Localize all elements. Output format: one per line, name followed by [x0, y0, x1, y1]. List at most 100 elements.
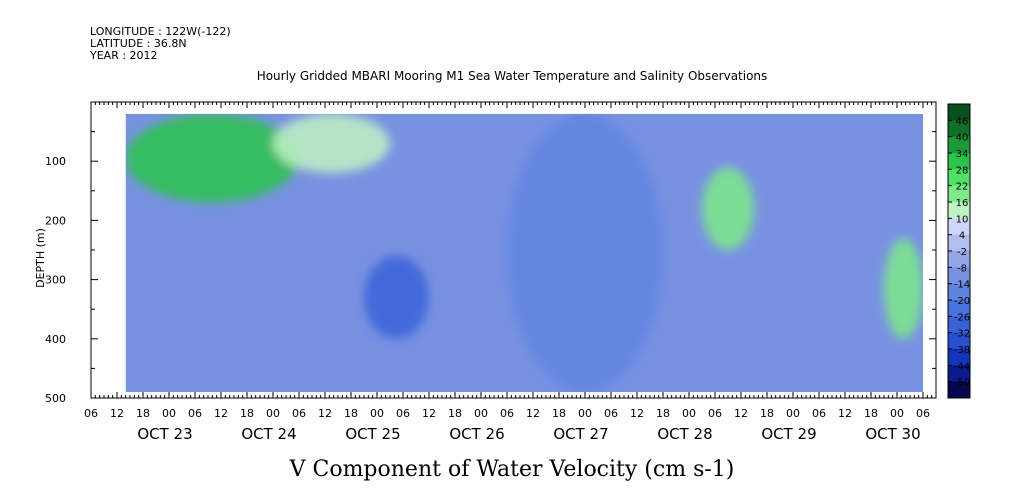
- colorbar-label: 46: [956, 116, 969, 127]
- colorbar-label: -38: [954, 345, 970, 356]
- depth-tick-labels: 100 200 300 400 500: [45, 155, 66, 405]
- colorbar-label: 28: [956, 165, 969, 176]
- colorbar-label: 22: [956, 182, 969, 193]
- colorbar-swatch: [948, 218, 970, 236]
- colorbar-swatch: [948, 316, 970, 334]
- right-tick-marks: [929, 101, 936, 399]
- field-region-4: [884, 238, 923, 339]
- hour-tick-label: 12: [630, 407, 644, 420]
- hour-tick-label: 00: [162, 407, 176, 420]
- date-tick-label: OCT 23: [137, 425, 192, 443]
- date-tick-labels: OCT 23 OCT 24 OCT 25 OCT 26 OCT 27 OCT 28 OCT …: [137, 425, 920, 443]
- hour-tick-label: 00: [578, 407, 592, 420]
- hour-tick-label: 18: [240, 407, 254, 420]
- colorbar-labels: 46 40 34 28 22 16 10 4 -2 -8 -14 -20 -26 -32 -38 -44 -50: [948, 116, 970, 389]
- colorbar-label: 40: [956, 133, 969, 144]
- y-axis-label: DEPTH (m): [34, 228, 47, 288]
- depth-tick-label: 300: [45, 274, 66, 287]
- hour-tick-label: 12: [110, 407, 124, 420]
- hour-tick-label: 00: [266, 407, 280, 420]
- hour-tick-label: 18: [136, 407, 150, 420]
- colorbar-swatch: [948, 267, 970, 285]
- colorbar-swatch: [948, 136, 970, 154]
- colorbar: [947, 103, 971, 399]
- hour-tick-label: 06: [396, 407, 410, 420]
- hour-tick-label: 12: [734, 407, 748, 420]
- hour-tick-label: 12: [526, 407, 540, 420]
- hour-tick-label: 12: [318, 407, 332, 420]
- date-tick-label: OCT 30: [865, 425, 920, 443]
- date-tick-label: OCT 29: [761, 425, 816, 443]
- colorbar-swatch: [948, 283, 970, 301]
- colorbar-swatch: [948, 251, 970, 268]
- date-tick-label: OCT 26: [449, 425, 504, 443]
- field-region-5: [507, 113, 663, 393]
- chart-title: Hourly Gridded MBARI Mooring M1 Sea Wate…: [257, 69, 768, 83]
- date-tick-label: OCT 27: [553, 425, 608, 443]
- depth-tick-label: 400: [45, 333, 66, 346]
- hour-tick-label: 06: [604, 407, 618, 420]
- hour-tick-label: 06: [708, 407, 722, 420]
- colorbar-swatch: [948, 185, 970, 203]
- top-tick-marks: [90, 102, 937, 108]
- hour-tick-label: 18: [656, 407, 670, 420]
- depth-tick-label: 500: [45, 392, 66, 405]
- colorbar-label: -20: [954, 296, 970, 307]
- field-region-2: [364, 255, 429, 339]
- hour-tick-label: 06: [188, 407, 202, 420]
- colorbar-swatch: [948, 169, 970, 187]
- field-region-1: [273, 113, 390, 174]
- hour-tick-label: 00: [474, 407, 488, 420]
- depth-tick-label: 100: [45, 155, 66, 168]
- colorbar-swatch: [948, 153, 970, 170]
- velocity-field: [125, 113, 923, 393]
- colorbar-swatch: [948, 234, 970, 252]
- hour-tick-label: 18: [552, 407, 566, 420]
- hour-tick-label: 06: [292, 407, 306, 420]
- hour-tick-label: 06: [812, 407, 826, 420]
- left-tick-marks: [91, 101, 98, 399]
- colorbar-label: 10: [956, 214, 969, 225]
- date-tick-label: OCT 28: [657, 425, 712, 443]
- colorbar-label: -44: [954, 361, 970, 372]
- variable-title: V Component of Water Velocity (cm s-1): [289, 457, 735, 482]
- colorbar-label: -32: [954, 329, 970, 340]
- hour-tick-label: 06: [500, 407, 514, 420]
- hour-tick-label: 06: [84, 407, 98, 420]
- hour-tick-label: 18: [344, 407, 358, 420]
- colorbar-label: -14: [954, 280, 970, 291]
- colorbar-label: -8: [957, 263, 967, 274]
- field-region-3: [702, 167, 754, 250]
- hour-tick-labels: 06 12 18 00 06 12 18 00 06 12 18 00 06 12 18 00 06 12 18 00…: [84, 407, 930, 420]
- colorbar-swatch: [948, 381, 970, 399]
- hour-tick-label: 00: [890, 407, 904, 420]
- colorbar-label: -26: [954, 312, 970, 323]
- colorbar-label: -2: [957, 247, 967, 258]
- depth-tick-label: 200: [45, 214, 66, 227]
- colorbar-swatch: [948, 120, 970, 138]
- hour-tick-label: 18: [448, 407, 462, 420]
- hour-tick-label: 00: [370, 407, 384, 420]
- hour-tick-label: 18: [760, 407, 774, 420]
- colorbar-label: -50: [954, 378, 970, 389]
- hour-tick-label: 00: [786, 407, 800, 420]
- field-region-0: [125, 113, 300, 203]
- colorbar-swatch: [948, 349, 970, 366]
- colorbar-label: 4: [959, 231, 965, 242]
- latitude-label: LATITUDE : 36.8N: [90, 37, 187, 50]
- colorbar-swatch: [948, 365, 970, 383]
- longitude-label: LONGITUDE : 122W(-122): [90, 25, 231, 38]
- colorbar-swatch: [948, 202, 970, 219]
- colorbar-label: 34: [956, 149, 969, 160]
- hour-tick-label: 18: [864, 407, 878, 420]
- hour-tick-label: 12: [422, 407, 436, 420]
- bottom-tick-marks: [90, 392, 937, 398]
- hour-tick-label: 06: [916, 407, 930, 420]
- colorbar-swatch: [948, 300, 970, 317]
- date-tick-label: OCT 25: [345, 425, 400, 443]
- date-tick-label: OCT 24: [241, 425, 296, 443]
- hour-tick-label: 12: [838, 407, 852, 420]
- hour-tick-label: 00: [682, 407, 696, 420]
- colorbar-swatch: [948, 104, 970, 121]
